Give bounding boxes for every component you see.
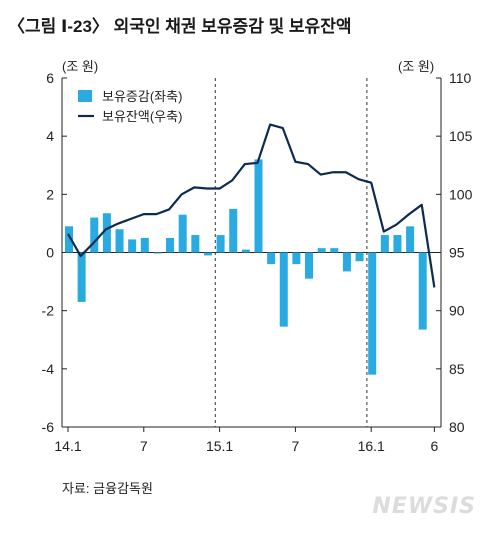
left-tick-label: -6	[42, 419, 55, 435]
bar-holding-change	[393, 235, 402, 253]
x-tick-label: 7	[140, 438, 148, 454]
chart-title: 〈그림 Ⅰ-23〉 외국인 채권 보유증감 및 보유잔액	[8, 17, 352, 36]
x-tick-label: 16.1	[358, 438, 385, 454]
right-tick-label: 85	[449, 361, 465, 377]
bar-holding-change	[140, 237, 149, 253]
left-axis-unit: (조 원)	[62, 59, 99, 74]
bar-holding-change	[128, 239, 137, 253]
bar-holding-change	[380, 235, 389, 253]
left-tick-label: 0	[46, 245, 54, 261]
bar-holding-change	[406, 226, 415, 253]
bar-holding-change	[317, 248, 326, 253]
right-tick-label: 95	[449, 245, 465, 261]
x-tick-label: 7	[292, 438, 300, 454]
bar-holding-change	[65, 226, 73, 253]
bar-holding-change	[330, 248, 339, 253]
right-tick-label: 100	[449, 186, 473, 202]
x-tick-label: 14.1	[54, 438, 81, 454]
bar-holding-change	[305, 252, 314, 279]
watermark-logo: NEWSIS	[372, 494, 476, 519]
bar-holding-change	[153, 252, 162, 254]
bar-holding-change	[368, 252, 377, 375]
right-axis-unit: (조 원)	[398, 59, 435, 74]
bar-holding-change	[229, 208, 238, 253]
bar-holding-change	[178, 214, 187, 253]
bar-holding-change	[241, 249, 250, 253]
x-tick-label: 15.1	[206, 438, 233, 454]
bar-holding-change	[216, 235, 225, 253]
bar-holding-change	[102, 213, 111, 253]
x-tick-label: 6	[430, 438, 438, 454]
legend-label-line: 보유잔액(우축)	[102, 109, 182, 124]
legend-swatch-bar	[78, 90, 92, 102]
left-tick-label: 6	[46, 70, 54, 86]
right-tick-label: 110	[449, 70, 472, 86]
bar-holding-change	[355, 252, 364, 262]
bar-holding-change	[191, 235, 200, 253]
legend-label-bar: 보유증감(좌축)	[102, 89, 182, 104]
bar-holding-change	[90, 217, 99, 253]
bar-holding-change	[292, 252, 301, 265]
left-tick-label: -2	[42, 303, 55, 319]
left-tick-label: -4	[42, 361, 55, 377]
bar-holding-change	[254, 159, 263, 253]
bar-holding-change	[77, 252, 86, 302]
left-tick-label: 4	[46, 128, 54, 144]
right-tick-label: 90	[449, 303, 465, 319]
bar-holding-change	[418, 252, 427, 330]
bar-holding-change	[166, 237, 175, 253]
bar-holding-change	[203, 252, 212, 256]
bar-holding-change	[267, 252, 276, 265]
bar-holding-change	[342, 252, 351, 272]
bar-holding-change	[279, 252, 288, 327]
bar-holding-change	[115, 229, 124, 253]
line-holding-balance	[67, 123, 436, 288]
right-tick-label: 105	[449, 128, 473, 144]
left-tick-label: 2	[46, 186, 54, 202]
right-tick-label: 80	[449, 419, 465, 435]
source-note: 자료: 금융감독원	[62, 481, 153, 496]
